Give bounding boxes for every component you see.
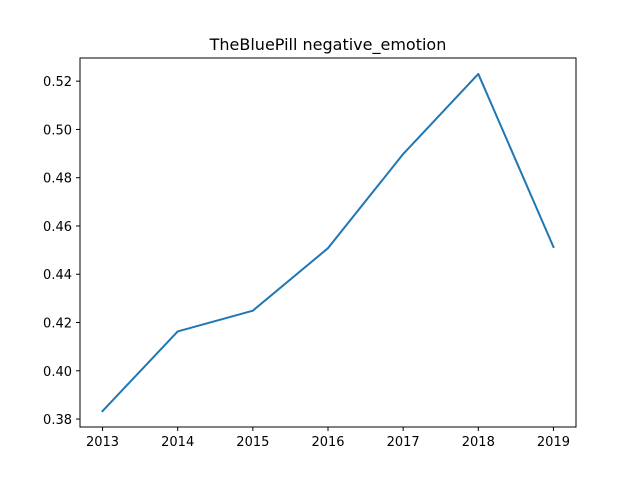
x-tick-label: 2015 (236, 435, 269, 450)
y-tick-label: 0.40 (43, 365, 72, 380)
data-point (176, 330, 179, 333)
data-point (327, 247, 329, 249)
x-tick-label: 2019 (537, 435, 570, 450)
x-tick-label: 2013 (86, 435, 119, 450)
x-axis: 2013 2014 2015 2016 2017 2018 2019 (86, 427, 570, 450)
plot-area (101, 72, 555, 413)
y-tick-label: 0.48 (43, 172, 72, 187)
x-tick-label: 2016 (311, 435, 344, 450)
x-tick-label: 2017 (387, 435, 420, 450)
data-point (101, 410, 104, 412)
y-tick-label: 0.52 (43, 75, 72, 90)
data-point (477, 73, 480, 75)
data-point (402, 153, 404, 155)
y-tick-label: 0.38 (43, 413, 72, 428)
x-tick-label: 2014 (161, 435, 194, 450)
y-tick-label: 0.46 (43, 220, 72, 235)
data-point (552, 246, 555, 248)
chart-title: TheBluePill negative_emotion (209, 35, 447, 55)
y-tick-label: 0.50 (43, 123, 72, 138)
y-tick-label: 0.42 (43, 317, 72, 332)
x-tick-label: 2018 (462, 435, 495, 450)
y-tick-label: 0.44 (43, 268, 72, 283)
y-axis: 0.38 0.40 0.42 0.44 0.46 0.48 0.50 0.52 (43, 75, 80, 428)
data-point (252, 309, 254, 312)
axes-frame (79, 57, 577, 428)
